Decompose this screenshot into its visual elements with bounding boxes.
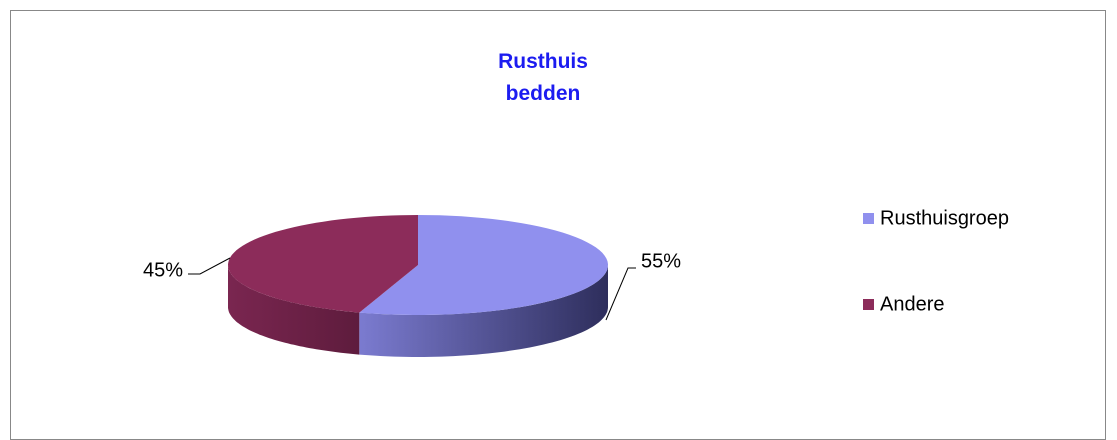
legend-label: Andere: [880, 293, 945, 315]
chart-title: Rusthuis bedden: [498, 50, 588, 105]
legend-swatch: [863, 213, 874, 224]
slice-side: [359, 265, 608, 357]
slice-side: [228, 265, 360, 355]
leader-line: [188, 257, 231, 275]
legend-swatch: [863, 299, 874, 310]
slice: [359, 215, 608, 315]
page: 55% 45% Rusthuisgroep Andere Rusthuis bedde…: [10, 10, 1106, 440]
data-label: 55%: [641, 250, 681, 272]
data-label: 45%: [143, 259, 183, 281]
legend-label: Rusthuisgroep: [880, 207, 1009, 229]
leader-line: [605, 267, 636, 321]
chart: 55% 45% Rusthuisgroep Andere: [143, 207, 1009, 357]
slice: [228, 215, 418, 313]
